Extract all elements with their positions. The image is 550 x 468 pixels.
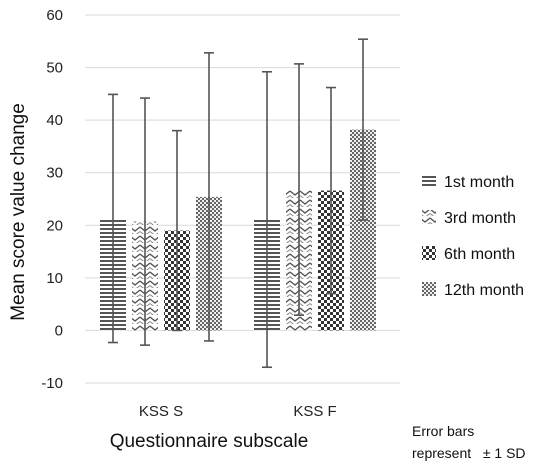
legend: 1st month 3rd month 6th month 12th month	[422, 174, 524, 299]
y-tick-labels: -10 0 10 20 30 40 50 60	[41, 7, 63, 392]
y-tick-label: 10	[46, 270, 63, 287]
category-labels: KSS S KSS F	[139, 403, 337, 420]
legend-swatch	[422, 210, 436, 224]
y-tick-label: 30	[46, 165, 63, 182]
error-bars	[108, 38, 368, 369]
error-bar	[108, 93, 118, 344]
bars	[100, 129, 376, 331]
x-category-label: KSS F	[293, 403, 336, 420]
legend-item: 3rd month	[422, 210, 516, 227]
legend-item: 1st month	[422, 174, 514, 191]
error-bar-note-line1: Error bars	[412, 423, 474, 439]
y-tick-label: 50	[46, 60, 63, 77]
x-axis-title: Questionnaire subscale	[110, 431, 309, 452]
x-category-label: KSS S	[139, 403, 183, 420]
error-bar	[294, 63, 304, 316]
y-tick-label: 0	[55, 322, 63, 339]
y-tick-label: 60	[46, 7, 63, 24]
legend-label: 3rd month	[444, 210, 516, 227]
legend-label: 6th month	[444, 246, 515, 263]
y-tick-label: 40	[46, 112, 63, 129]
y-tick-label: 20	[46, 217, 63, 234]
error-bar	[326, 86, 336, 295]
legend-item: 12th month	[422, 282, 524, 299]
error-bar	[140, 97, 150, 346]
error-bar	[172, 129, 182, 332]
y-tick-label: -10	[41, 375, 63, 392]
error-bar-note-line2: represent ± 1 SD	[412, 445, 526, 461]
error-bar	[358, 38, 368, 221]
error-bar	[204, 52, 214, 342]
legend-swatch	[422, 174, 436, 188]
y-axis-title: Mean score value change	[8, 103, 29, 321]
legend-swatch	[422, 246, 436, 260]
legend-label: 12th month	[444, 282, 524, 299]
legend-item: 6th month	[422, 246, 515, 263]
legend-label: 1st month	[444, 174, 514, 191]
legend-swatch	[422, 282, 436, 296]
error-bar	[262, 70, 272, 369]
